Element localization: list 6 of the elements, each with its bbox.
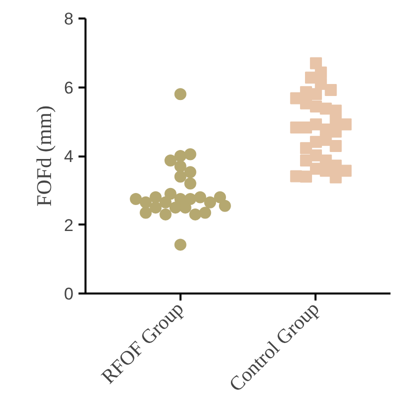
y-tick-label: 0 [64, 284, 74, 304]
y-tick-label: 2 [64, 216, 74, 235]
y-axis-title: FOFd (mm) [32, 106, 56, 206]
y-tick-label: 8 [64, 10, 74, 28]
y-tick-label: 6 [64, 78, 74, 98]
y-tick-label: 4 [64, 147, 74, 166]
